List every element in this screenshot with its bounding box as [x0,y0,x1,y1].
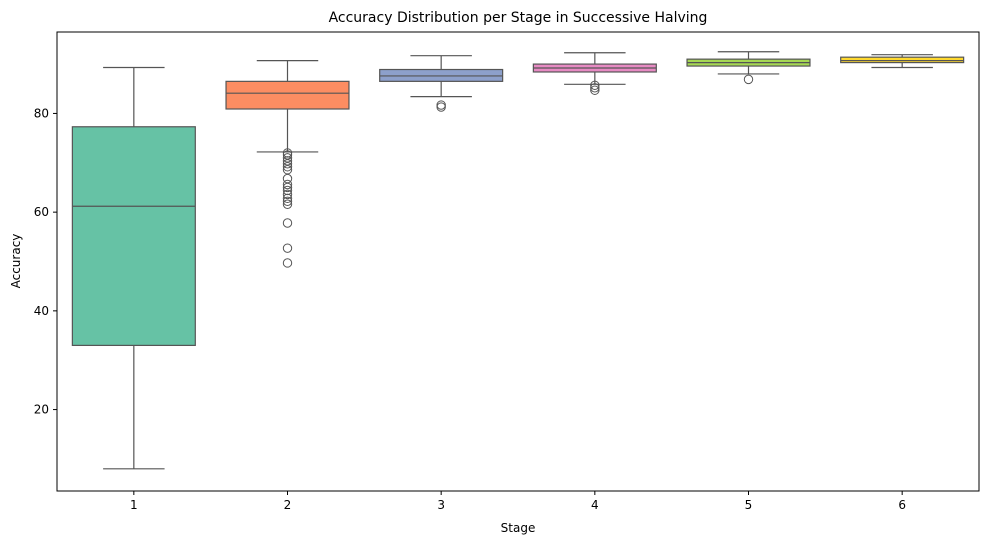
outlier-point [282,156,293,166]
y-tick-label: 60 [34,205,49,219]
outlier-point [282,243,293,253]
outlier-point [282,218,293,228]
outlier-point [743,74,754,85]
x-tick-label: 1 [130,498,138,512]
x-tick-label: 2 [284,498,292,512]
iqr-box [225,80,350,110]
outlier-point [282,196,293,206]
iqr-box [71,126,196,347]
x-tick-label: 3 [437,498,445,512]
y-axis-title: Accuracy [9,234,23,289]
outlier-point [282,199,293,209]
y-tick-label: 20 [34,403,49,417]
chart-title: Accuracy Distribution per Stage in Succe… [329,10,708,26]
outlier-point [282,173,293,184]
y-tick-label: 40 [34,304,49,318]
box-stage-6 [840,54,965,69]
x-tick-label: 6 [898,498,906,512]
x-tick-label: 5 [745,498,753,512]
outlier-point [590,83,600,93]
box-stage-5 [686,51,811,85]
plot-frame [56,31,980,492]
plot-area [71,51,965,470]
outlier-point [282,189,293,200]
outlier-point [282,185,293,196]
x-axis: 1 2 3 4 5 6 [130,491,906,512]
y-axis: 20 40 60 80 [34,106,57,417]
outlier-point [282,193,293,204]
outlier-point [436,102,446,112]
box-stage-3 [379,55,504,112]
box-stage-4 [532,52,657,95]
x-tick-label: 4 [591,498,599,512]
outlier-point [282,258,293,268]
outlier-point [590,80,600,91]
iqr-box [840,56,965,64]
outlier-point [590,85,600,95]
outlier-point [436,100,446,110]
outlier-point [282,153,293,163]
outlier-point [282,148,293,158]
x-axis-title: Stage [501,521,536,535]
box-stage-2 [225,60,350,268]
y-tick-label: 80 [34,106,49,120]
outlier-point [282,179,293,190]
box-stage-1 [71,66,196,470]
